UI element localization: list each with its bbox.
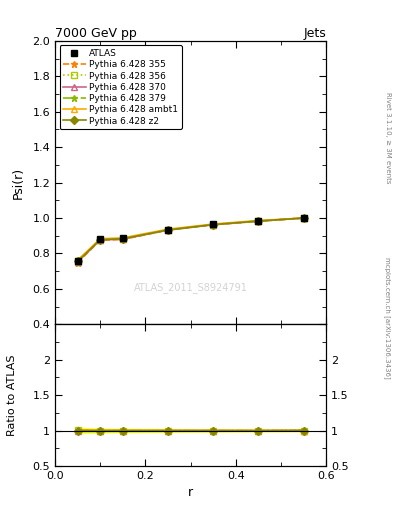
Pythia 6.428 379 (211, 222, 216, 228)
Pythia 6.428 379 (120, 236, 125, 242)
Pythia 6.428 356 (75, 258, 80, 264)
Pythia 6.428 370 (256, 218, 261, 224)
Pythia 6.428 355 (120, 237, 125, 243)
Pythia 6.428 z2 (75, 259, 80, 265)
Pythia 6.428 379 (75, 258, 80, 264)
Text: 7000 GeV pp: 7000 GeV pp (55, 27, 137, 40)
Pythia 6.428 356 (256, 218, 261, 224)
Pythia 6.428 379 (256, 218, 261, 224)
Line: Pythia 6.428 z2: Pythia 6.428 z2 (75, 215, 307, 265)
Pythia 6.428 356 (301, 215, 306, 221)
Text: Jets: Jets (303, 27, 326, 40)
Pythia 6.428 z2 (211, 222, 216, 228)
Line: Pythia 6.428 370: Pythia 6.428 370 (75, 215, 307, 265)
Pythia 6.428 355 (211, 222, 216, 228)
Pythia 6.428 z2 (120, 236, 125, 242)
Pythia 6.428 379 (98, 237, 103, 243)
Pythia 6.428 z2 (301, 215, 306, 221)
Pythia 6.428 370 (120, 236, 125, 242)
Pythia 6.428 ambt1 (256, 218, 261, 224)
Pythia 6.428 z2 (166, 227, 171, 233)
Text: mcplots.cern.ch [arXiv:1306.3436]: mcplots.cern.ch [arXiv:1306.3436] (384, 257, 391, 378)
Line: Pythia 6.428 356: Pythia 6.428 356 (75, 215, 307, 264)
Pythia 6.428 ambt1 (211, 221, 216, 227)
Pythia 6.428 z2 (98, 237, 103, 243)
Pythia 6.428 370 (166, 227, 171, 233)
Pythia 6.428 355 (301, 215, 306, 221)
Y-axis label: Psi(r): Psi(r) (12, 166, 25, 199)
Pythia 6.428 370 (301, 215, 306, 221)
Pythia 6.428 ambt1 (301, 215, 306, 221)
Pythia 6.428 370 (98, 237, 103, 243)
Y-axis label: Ratio to ATLAS: Ratio to ATLAS (7, 354, 17, 436)
Line: Pythia 6.428 379: Pythia 6.428 379 (75, 215, 307, 264)
Line: Pythia 6.428 355: Pythia 6.428 355 (75, 215, 307, 266)
Pythia 6.428 355 (166, 227, 171, 233)
Pythia 6.428 356 (211, 222, 216, 228)
X-axis label: r: r (188, 486, 193, 499)
Pythia 6.428 370 (211, 222, 216, 228)
Pythia 6.428 ambt1 (166, 226, 171, 232)
Line: Pythia 6.428 ambt1: Pythia 6.428 ambt1 (75, 215, 307, 263)
Pythia 6.428 370 (75, 259, 80, 265)
Pythia 6.428 355 (98, 237, 103, 243)
Pythia 6.428 ambt1 (120, 235, 125, 241)
Pythia 6.428 356 (120, 236, 125, 242)
Text: ATLAS_2011_S8924791: ATLAS_2011_S8924791 (134, 282, 248, 293)
Pythia 6.428 379 (166, 227, 171, 233)
Pythia 6.428 355 (256, 218, 261, 224)
Pythia 6.428 356 (98, 237, 103, 243)
Pythia 6.428 ambt1 (98, 236, 103, 242)
Pythia 6.428 356 (166, 227, 171, 233)
Pythia 6.428 ambt1 (75, 257, 80, 263)
Text: Rivet 3.1.10, ≥ 3M events: Rivet 3.1.10, ≥ 3M events (385, 93, 391, 184)
Pythia 6.428 379 (301, 215, 306, 221)
Legend: ATLAS, Pythia 6.428 355, Pythia 6.428 356, Pythia 6.428 370, Pythia 6.428 379, P: ATLAS, Pythia 6.428 355, Pythia 6.428 35… (59, 46, 182, 129)
Pythia 6.428 355 (75, 260, 80, 266)
Pythia 6.428 z2 (256, 218, 261, 224)
